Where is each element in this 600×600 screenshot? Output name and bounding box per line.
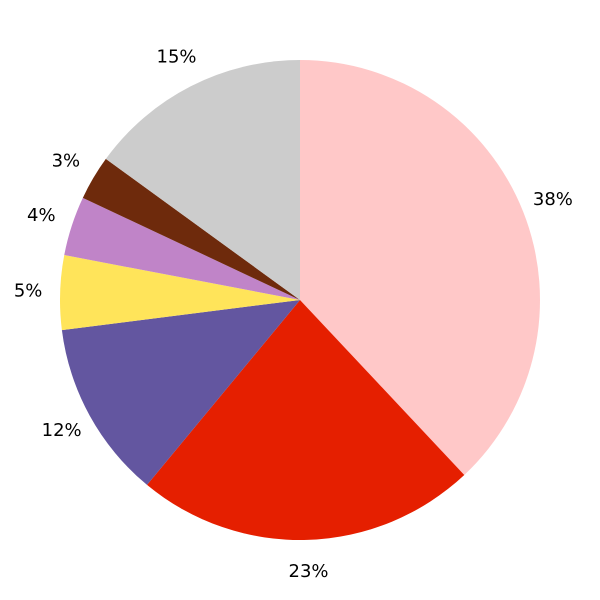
slice-label: 3% xyxy=(52,151,81,172)
pie-slice xyxy=(147,300,465,541)
pie-slice xyxy=(59,255,300,331)
slice-label: 4% xyxy=(27,205,56,226)
pie-slice xyxy=(105,60,300,300)
slice-label: 38% xyxy=(533,189,573,210)
pie-slice xyxy=(61,300,300,485)
pie-slice xyxy=(300,60,541,475)
pie-slice xyxy=(64,197,300,300)
slice-label: 5% xyxy=(14,280,43,301)
pie-slice xyxy=(82,158,300,300)
slice-label: 12% xyxy=(42,420,82,441)
slice-label: 23% xyxy=(289,561,329,582)
slice-label: 15% xyxy=(157,47,197,68)
